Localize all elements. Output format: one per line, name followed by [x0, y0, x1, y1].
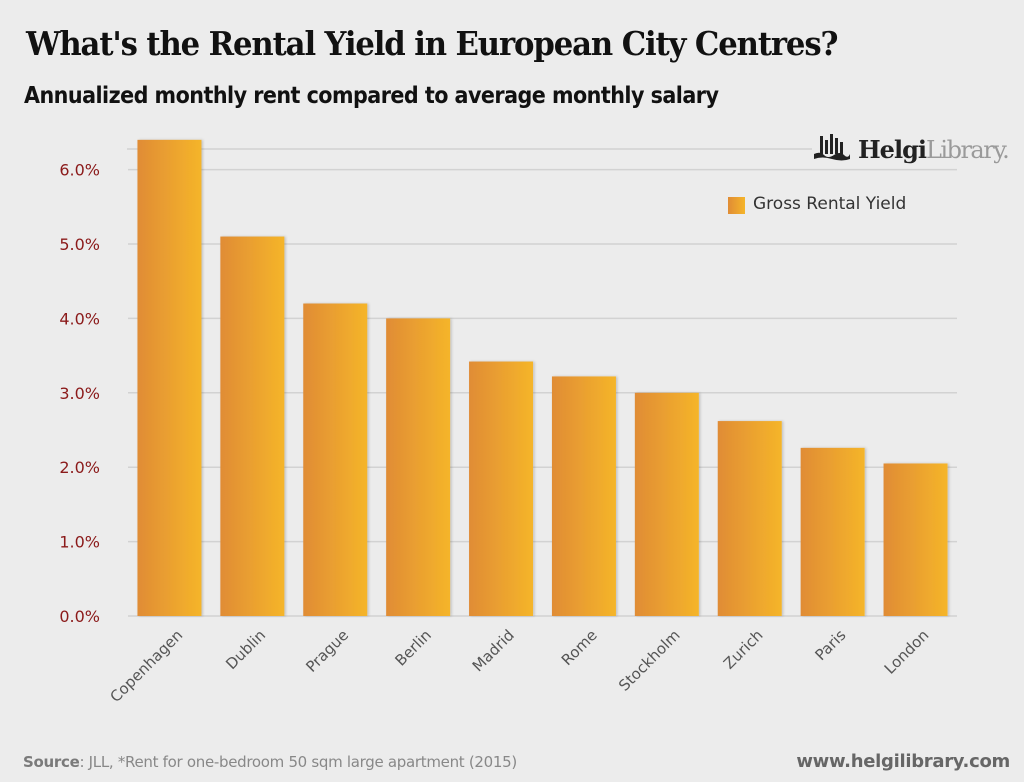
bar-rome	[551, 376, 616, 616]
x-tick-label: Berlin	[391, 626, 435, 670]
source-note: Source: JLL, *Rent for one-bedroom 50 sq…	[23, 753, 517, 771]
y-tick-label: 0.0%	[59, 607, 100, 626]
source-text: : JLL, *Rent for one-bedroom 50 sqm larg…	[79, 753, 517, 771]
x-axis: Copenhagen Dublin Prague Berlin Madrid Rome St…	[106, 626, 932, 706]
chart-subtitle: Annualized monthly rent compared to aver…	[24, 83, 719, 109]
x-tick-label: Zurich	[720, 626, 767, 673]
bar-copenhagen	[137, 139, 202, 616]
bar-paris	[800, 447, 865, 616]
legend: Gross Rental Yield	[728, 193, 906, 214]
legend-swatch	[728, 197, 745, 214]
helgi-library-logo: Helgi Library.	[812, 132, 1010, 164]
bar-london	[883, 463, 948, 616]
y-tick-label: 4.0%	[59, 309, 100, 328]
y-tick-label: 3.0%	[59, 384, 100, 403]
x-tick-label: London	[881, 626, 933, 678]
y-axis: 0.0% 1.0% 2.0% 3.0% 4.0% 5.0% 6.0%	[59, 161, 100, 626]
x-tick-label: Stockholm	[615, 626, 684, 695]
x-tick-label: Paris	[811, 626, 849, 664]
source-label: Source	[23, 753, 80, 771]
bar-stockholm	[634, 392, 699, 616]
chart-title: What's the Rental Yield in European City…	[26, 24, 838, 63]
x-tick-label: Rome	[558, 626, 601, 669]
y-tick-label: 1.0%	[59, 533, 100, 552]
logo-brand-bold: Helgi	[858, 135, 927, 164]
bar-zurich	[717, 421, 782, 616]
y-tick-label: 2.0%	[59, 458, 100, 477]
x-tick-label: Prague	[302, 626, 352, 676]
x-tick-label: Madrid	[469, 626, 518, 675]
y-tick-label: 5.0%	[59, 235, 100, 254]
bar-prague	[303, 303, 368, 616]
x-tick-label: Copenhagen	[106, 626, 186, 706]
x-tick-label: Dublin	[222, 626, 269, 673]
website-url: www.helgilibrary.com	[796, 751, 1010, 772]
legend-label: Gross Rental Yield	[753, 193, 907, 214]
bar-berlin	[386, 318, 451, 616]
library-building-icon	[814, 134, 850, 161]
y-tick-label: 6.0%	[59, 161, 100, 180]
bar-madrid	[469, 361, 534, 616]
bar-dublin	[220, 236, 285, 616]
bars	[137, 139, 948, 616]
logo-brand-light: Library.	[925, 136, 1010, 164]
